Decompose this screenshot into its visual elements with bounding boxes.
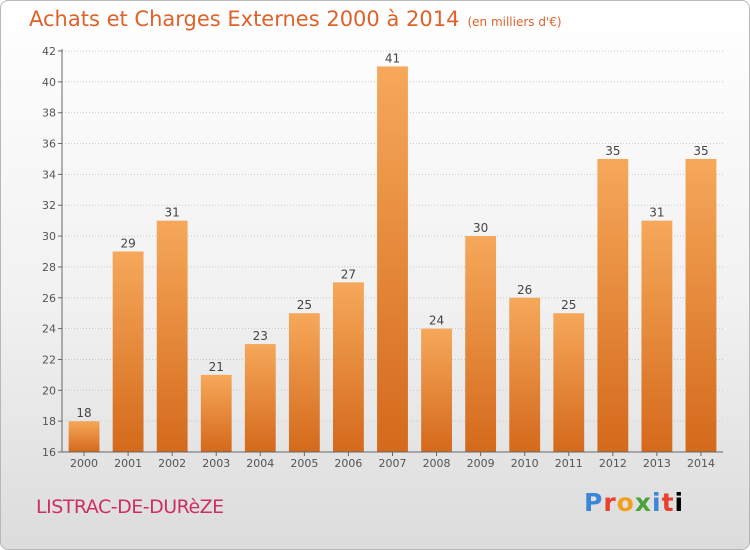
bar-value-label: 35 [693,144,708,158]
place-name: LISTRAC-DE-DURèZE [36,496,224,518]
y-tick-label: 40 [42,76,56,89]
chart-title: Achats et Charges Externes 2000 à 2014 (e… [29,7,562,31]
bar-value-label: 41 [385,51,400,65]
y-tick-label: 20 [42,384,56,397]
x-tick-label: 2012 [599,457,627,470]
chart-subtitle: (en milliers d'€) [467,15,562,29]
logo-letter: x [634,488,652,517]
logo-letter: P [584,488,604,517]
logo-letter: i [652,488,662,517]
bar-value-label: 31 [165,206,180,220]
y-tick-label: 38 [42,107,56,120]
x-tick-label: 2005 [290,457,318,470]
bar [597,158,629,452]
x-tick-label: 2000 [70,457,98,470]
proxiti-logo: Proxiti [584,488,684,517]
x-tick-label: 2014 [687,457,715,470]
y-tick-label: 26 [42,292,56,305]
x-tick-label: 2002 [158,457,186,470]
bar-value-label: 26 [517,283,532,297]
y-tick-label: 34 [42,168,56,181]
bar [421,328,452,452]
bar [244,344,276,452]
bar-value-label: 25 [297,298,312,312]
y-tick-label: 32 [42,199,56,212]
bar [288,313,320,452]
bar [509,297,541,452]
y-tick-label: 42 [42,45,56,58]
bar-value-label: 23 [253,329,268,343]
y-tick-label: 16 [42,446,56,459]
bar [377,66,408,452]
logo-letter: r [603,488,617,517]
bar [68,421,100,452]
bar-value-label: 27 [341,267,356,281]
logo-letter: o [616,488,635,517]
x-tick-label: 2013 [643,457,671,470]
x-tick-label: 2006 [334,457,362,470]
bars-group: 18 29 31 21 23 25 27 41 24 30 26 25 35 31 35 [68,51,717,452]
bar [112,251,144,452]
bar [641,220,673,452]
bar-value-label: 18 [76,406,91,420]
x-tick-label: 2007 [379,457,407,470]
y-tick-label: 24 [42,323,56,336]
y-tick-label: 22 [42,353,56,366]
x-tick-label: 2010 [511,457,539,470]
bar [553,313,585,452]
chart-title-text: Achats et Charges Externes 2000 à 2014 [29,7,460,31]
x-tick-label: 2001 [114,457,142,470]
bar-value-label: 35 [605,144,620,158]
x-tick-label: 2008 [423,457,451,470]
y-tick-label: 36 [42,138,56,151]
bar-value-label: 30 [473,221,488,235]
bar-value-label: 31 [649,206,664,220]
y-tick-label: 30 [42,230,56,243]
bar-value-label: 24 [429,314,444,328]
bar [200,374,232,452]
x-tick-label: 2004 [246,457,274,470]
bar [685,158,717,452]
bar [156,220,188,452]
axes-group: 16 18 20 22 24 26 28 30 32 34 36 38 40 42 2000 2001 2002… [42,45,723,470]
logo-letter: i [674,488,685,517]
y-tick-label: 28 [42,261,56,274]
bar-value-label: 21 [209,360,224,374]
y-tick-label: 18 [42,415,56,428]
bar-value-label: 29 [120,237,135,251]
logo-letter: t [661,488,675,517]
bar [465,236,497,452]
x-tick-label: 2009 [467,457,495,470]
x-tick-label: 2003 [202,457,230,470]
bar [333,282,364,452]
bar-value-label: 25 [561,298,576,312]
x-tick-label: 2011 [555,457,583,470]
